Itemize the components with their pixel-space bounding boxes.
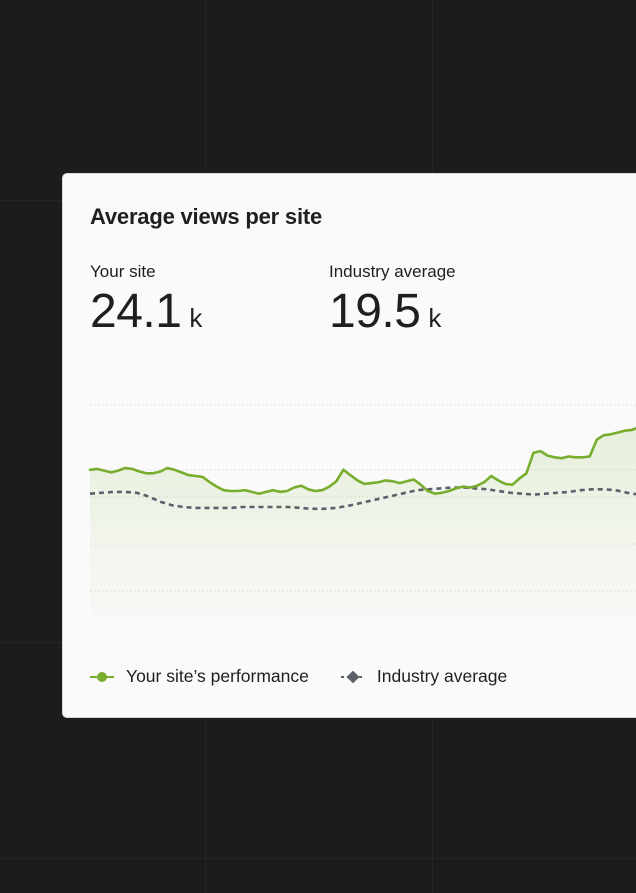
metric-value: 24.1 k (90, 288, 202, 336)
metric-unit: k (189, 303, 202, 333)
industry-average-line (89, 486, 636, 511)
metric-unit: k (428, 303, 441, 333)
views-line-chart (88, 404, 636, 640)
views-card: Average views per site Your site 24.1 k I… (63, 174, 636, 717)
diamond-dashed-line-icon (340, 670, 365, 683)
metric-label: Industry average (329, 262, 456, 281)
metric-value: 19.5 k (329, 288, 456, 336)
industry-average-metric: Industry average 19.5 k (329, 262, 456, 336)
legend-label: Your site’s performance (126, 666, 309, 686)
your-site-metric: Your site 24.1 k (90, 262, 202, 336)
card-title: Average views per site (90, 204, 323, 229)
legend-item-site: Your site’s performance (90, 666, 309, 687)
metric-number: 19.5 (329, 285, 421, 338)
grid-line (0, 858, 636, 859)
legend-item-industry: Industry average (340, 666, 508, 687)
legend-label: Industry average (376, 666, 508, 686)
green-dot-line-icon (90, 671, 114, 682)
metric-label: Your site (90, 262, 156, 281)
site-performance-line (88, 426, 636, 495)
chart-legend: Your site’s performance Industry average (90, 666, 539, 687)
site-performance-area (90, 428, 636, 640)
metric-number: 24.1 (90, 285, 182, 338)
